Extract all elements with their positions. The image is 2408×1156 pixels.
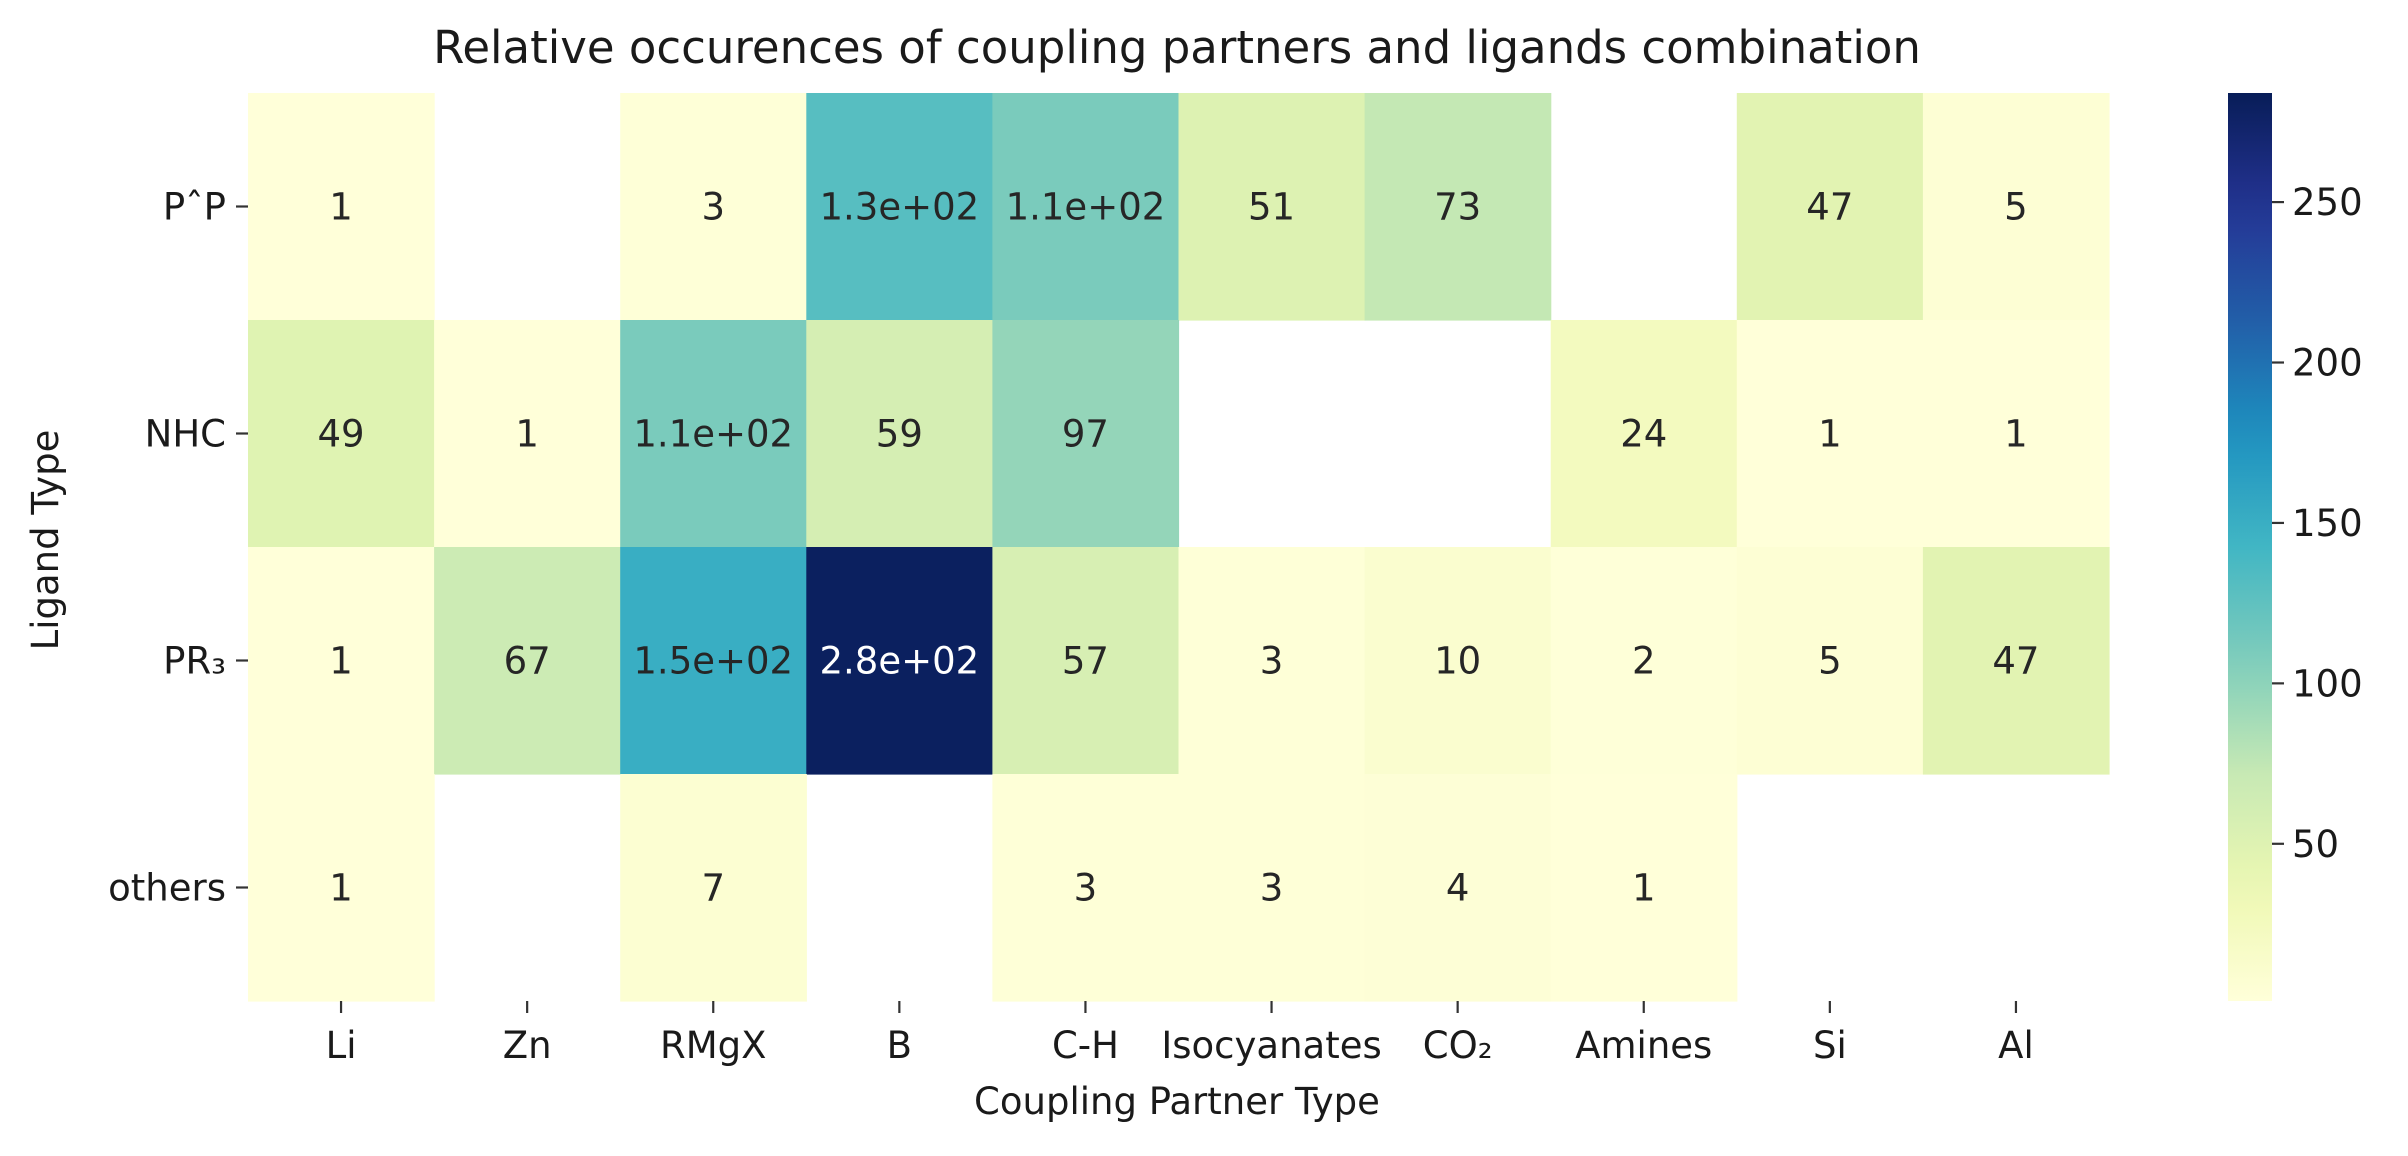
- cell-value-label: 51: [1248, 186, 1295, 229]
- heatmap-cell: [620, 93, 807, 321]
- x-axis-label: Coupling Partner Type: [974, 1080, 1380, 1123]
- heatmap-cell: [620, 774, 807, 1002]
- heatmap-cell: [620, 547, 807, 775]
- heatmap-cell: [248, 93, 435, 321]
- cell-value-label: 5: [1818, 640, 1842, 683]
- heatmap-cell: [1736, 320, 1924, 548]
- cell-value-label: 1.1e+02: [1006, 186, 1166, 229]
- cell-value-label: 1: [329, 867, 353, 910]
- cell-value-label: 47: [1992, 640, 2039, 683]
- x-tick-label: C-H: [1052, 1024, 1119, 1067]
- heatmap-cell: [992, 93, 1180, 321]
- x-tick-label: B: [887, 1024, 912, 1067]
- cell-value-label: 1: [329, 640, 353, 683]
- y-axis-label: Ligand Type: [24, 430, 67, 651]
- heatmap-cell: [992, 547, 1180, 775]
- y-tick-label: PˆP: [163, 186, 226, 229]
- cell-value-label: 1.1e+02: [633, 413, 793, 456]
- colorbar-tick-label: 100: [2292, 662, 2363, 705]
- x-tick-label: Amines: [1575, 1024, 1712, 1067]
- heatmap-cells: 1 3 1.3e+02 1.1e+02 51 73 47 549 1 1.1e+02 59 97 24 1…: [248, 93, 2110, 1002]
- colorbar-tick-label: 250: [2292, 181, 2363, 224]
- heatmap-cell: [1736, 547, 1924, 775]
- colorbar-gradient: [2228, 93, 2272, 1001]
- x-tick-label: RMgX: [660, 1024, 766, 1067]
- colorbar-tick-label: 200: [2292, 342, 2363, 385]
- cell-value-label: 49: [318, 413, 365, 456]
- cell-value-label: 97: [1062, 413, 1109, 456]
- heatmap-cell: [620, 320, 807, 548]
- cell-value-label: 3: [701, 186, 725, 229]
- x-tick-label: CO₂: [1423, 1024, 1493, 1067]
- heatmap-cell: [1736, 93, 1924, 321]
- y-tick-labels: PˆP NHC PR₃ others: [108, 186, 248, 910]
- y-tick-label: PR₃: [163, 640, 226, 683]
- colorbar: 50 100 150 200 250: [2228, 93, 2363, 1001]
- heatmap-cell: [1922, 320, 2110, 548]
- heatmap-cell: [1178, 93, 1366, 321]
- colorbar-tick-label: 150: [2292, 502, 2363, 545]
- heatmap-cell: [1550, 320, 1738, 548]
- heatmap-cell: [1550, 547, 1738, 775]
- cell-value-label: 1: [329, 186, 353, 229]
- heatmap-cell: [992, 320, 1180, 548]
- cell-value-label: 1: [1632, 867, 1656, 910]
- cell-value-label: 4: [1446, 867, 1470, 910]
- x-tick-labels: Li Zn RMgX B C-H Isocyanates CO₂ Amines Si Al: [326, 1001, 2034, 1067]
- cell-value-label: 24: [1620, 413, 1667, 456]
- heatmap-cell: [434, 320, 621, 548]
- cell-value-label: 1.5e+02: [633, 640, 793, 683]
- heatmap-cell: [806, 547, 993, 775]
- heatmap-cell: [1922, 547, 2110, 775]
- x-tick-label: Li: [326, 1024, 357, 1067]
- heatmap-cell: [1178, 774, 1366, 1002]
- cell-value-label: 1: [2004, 413, 2028, 456]
- heatmap-cell: [248, 547, 435, 775]
- cell-value-label: 2.8e+02: [819, 640, 979, 683]
- cell-value-label: 3: [1260, 867, 1284, 910]
- heatmap-cell: [248, 320, 435, 548]
- heatmap-cell: [806, 93, 993, 321]
- x-tick-label: Isocyanates: [1161, 1024, 1381, 1067]
- cell-value-label: 10: [1434, 640, 1481, 683]
- x-tick-label: Zn: [503, 1024, 552, 1067]
- cell-value-label: 3: [1260, 640, 1284, 683]
- cell-value-label: 2: [1632, 640, 1656, 683]
- heatmap-cell: [1364, 547, 1552, 775]
- x-tick-label: Al: [1998, 1024, 2034, 1067]
- heatmap-cell: [992, 774, 1180, 1002]
- cell-value-label: 1.3e+02: [819, 186, 979, 229]
- cell-value-label: 5: [2004, 186, 2028, 229]
- heatmap-cell: [1364, 774, 1552, 1002]
- heatmap-cell: [1550, 774, 1738, 1002]
- heatmap-cell: [248, 774, 435, 1002]
- cell-value-label: 73: [1434, 186, 1481, 229]
- cell-value-label: 57: [1062, 640, 1109, 683]
- cell-value-label: 3: [1074, 867, 1098, 910]
- y-tick-label: NHC: [145, 413, 226, 456]
- colorbar-tick-label: 50: [2292, 823, 2339, 866]
- chart-title: Relative occurences of coupling partners…: [433, 21, 1921, 74]
- x-tick-label: Si: [1813, 1024, 1847, 1067]
- heatmap-cell: [1922, 93, 2110, 321]
- y-tick-label: others: [108, 867, 226, 910]
- colorbar-ticks: 50 100 150 200 250: [2272, 181, 2363, 866]
- heatmap-cell: [1178, 547, 1366, 775]
- cell-value-label: 59: [876, 413, 923, 456]
- cell-value-label: 1: [515, 413, 539, 456]
- heatmap-cell: [806, 320, 993, 548]
- heatmap-cell: [434, 547, 621, 775]
- cell-value-label: 67: [504, 640, 551, 683]
- cell-value-label: 1: [1818, 413, 1842, 456]
- heatmap-cell: [1364, 93, 1552, 321]
- cell-value-label: 7: [701, 867, 725, 910]
- cell-value-label: 47: [1806, 186, 1853, 229]
